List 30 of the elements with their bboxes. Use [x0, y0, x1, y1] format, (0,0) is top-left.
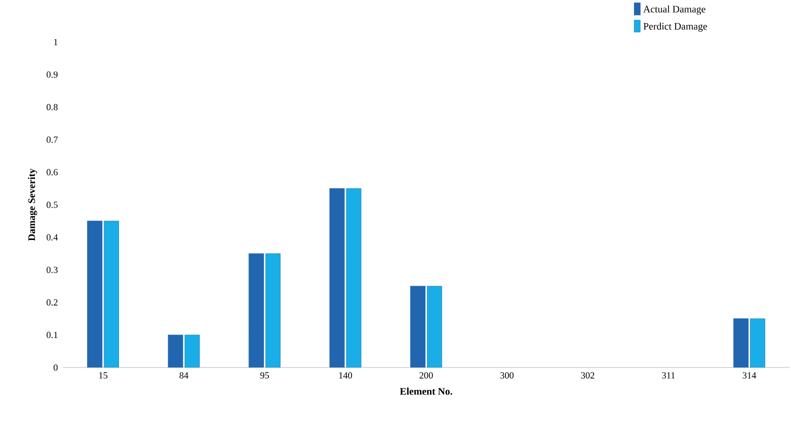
- bar: [104, 220, 119, 368]
- bar: [750, 318, 766, 368]
- y-tick-label: 0.7: [46, 136, 58, 143]
- x-tick-label: 95: [260, 372, 269, 379]
- y-tick-label: 0.2: [46, 299, 58, 306]
- x-tick-label: 140: [339, 372, 352, 379]
- y-tick-label: 0: [54, 364, 58, 371]
- bar: [265, 253, 281, 368]
- y-tick-label: 0.6: [46, 169, 58, 176]
- x-tick-label: 314: [742, 372, 756, 379]
- x-tick-label: 84: [180, 372, 188, 379]
- x-tick-label: 200: [420, 372, 433, 379]
- x-axis-title: Element No.: [400, 388, 452, 395]
- y-tick-label: 0.1: [46, 332, 58, 338]
- y-tick-label: 0.9: [46, 71, 58, 78]
- y-axis-title: Damage Severity: [28, 168, 38, 241]
- y-tick-label: 1: [54, 39, 58, 46]
- bar: [426, 286, 442, 368]
- legend-label: Actual Damage: [643, 6, 706, 15]
- y-tick-label: 0.4: [46, 234, 58, 241]
- x-tick-label: 300: [500, 372, 514, 379]
- y-tick-label: 0.8: [46, 104, 58, 110]
- bar: [184, 334, 200, 368]
- y-tick-label: 0.3: [46, 266, 58, 274]
- x-tick-label: 15: [99, 372, 108, 379]
- y-tick-label: 0.5: [46, 202, 58, 208]
- legend-label: Perdict Damage: [644, 22, 708, 32]
- x-tick-label: 302: [581, 372, 594, 379]
- bar: [346, 188, 362, 368]
- x-tick-label: 311: [662, 372, 675, 379]
